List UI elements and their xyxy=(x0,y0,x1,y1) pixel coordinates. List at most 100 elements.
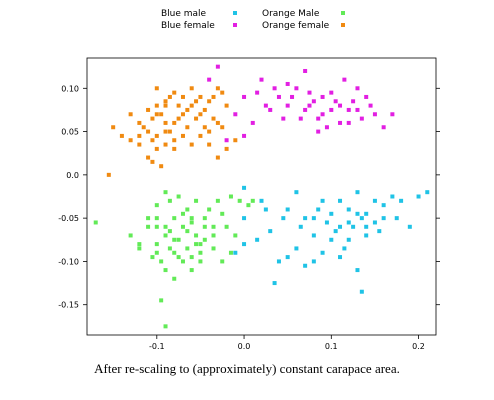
point-blue-male xyxy=(320,198,325,203)
point-blue-male xyxy=(338,224,343,229)
point-blue-male xyxy=(381,203,386,208)
point-orange-male xyxy=(202,216,207,221)
point-orange-male xyxy=(198,242,203,247)
point-orange-female xyxy=(172,120,177,125)
point-orange-female xyxy=(137,120,142,125)
point-orange-female xyxy=(215,155,220,160)
point-blue-female xyxy=(316,129,321,134)
point-orange-male xyxy=(185,207,190,212)
x-tick-label: 0.1 xyxy=(325,342,338,351)
point-orange-female xyxy=(167,94,172,99)
point-blue-male xyxy=(242,216,247,221)
point-blue-female xyxy=(324,125,329,130)
point-orange-male xyxy=(93,220,98,225)
point-blue-female xyxy=(285,103,290,108)
point-blue-male xyxy=(242,185,247,190)
point-orange-female xyxy=(146,155,151,160)
point-blue-male xyxy=(285,255,290,260)
legend-marker-blue-female xyxy=(233,23,237,27)
point-orange-female xyxy=(207,99,212,104)
point-orange-female xyxy=(128,138,133,143)
point-blue-female xyxy=(320,112,325,117)
point-orange-male xyxy=(180,224,185,229)
point-orange-male xyxy=(233,233,238,238)
point-blue-male xyxy=(329,211,334,216)
point-orange-female xyxy=(159,164,164,169)
point-blue-male xyxy=(355,268,360,273)
point-orange-male xyxy=(202,224,207,229)
y-axis: 0.10 0.05 0.0 -0.05 -0.10 -0.15 xyxy=(58,84,440,310)
point-blue-female xyxy=(311,99,316,104)
point-orange-male xyxy=(128,233,133,238)
point-blue-female xyxy=(329,90,334,95)
point-blue-male xyxy=(329,237,334,242)
point-blue-female xyxy=(242,133,247,138)
point-orange-female xyxy=(202,125,207,130)
point-blue-female xyxy=(242,94,247,99)
point-orange-female xyxy=(176,103,181,108)
legend-marker-orange-male xyxy=(341,11,345,15)
point-blue-male xyxy=(311,233,316,238)
point-blue-male xyxy=(255,237,260,242)
point-orange-female xyxy=(163,103,168,108)
point-orange-female xyxy=(146,129,151,134)
point-orange-female xyxy=(198,94,203,99)
point-blue-female xyxy=(338,120,343,125)
point-blue-male xyxy=(276,259,281,264)
point-blue-male xyxy=(359,289,364,294)
point-blue-female xyxy=(390,112,395,117)
legend: Blue male Orange Male Blue female Orange… xyxy=(161,9,345,31)
point-orange-male xyxy=(163,224,168,229)
point-blue-female xyxy=(294,86,299,91)
point-orange-male xyxy=(194,198,199,203)
legend-marker-blue-male xyxy=(233,11,237,15)
point-blue-male xyxy=(272,281,277,286)
point-orange-male xyxy=(172,250,177,255)
point-blue-male xyxy=(311,259,316,264)
point-orange-female xyxy=(198,133,203,138)
point-blue-male xyxy=(416,194,421,199)
legend-label-blue-male: Blue male xyxy=(161,9,207,19)
point-blue-male xyxy=(364,233,369,238)
point-orange-male xyxy=(194,242,199,247)
point-orange-male xyxy=(163,233,168,238)
point-blue-female xyxy=(351,99,356,104)
point-orange-male xyxy=(198,259,203,264)
point-orange-female xyxy=(146,107,151,112)
point-blue-male xyxy=(346,207,351,212)
point-orange-female xyxy=(224,103,229,108)
point-orange-female xyxy=(154,103,159,108)
point-orange-male xyxy=(167,198,172,203)
point-blue-male xyxy=(346,237,351,242)
point-blue-male xyxy=(342,246,347,251)
point-orange-male xyxy=(146,216,151,221)
point-blue-male xyxy=(338,255,343,260)
point-orange-female xyxy=(119,133,124,138)
point-orange-male xyxy=(220,211,225,216)
point-blue-female xyxy=(224,138,229,143)
x-tick-label: 0.0 xyxy=(238,342,251,351)
point-orange-female xyxy=(137,133,142,138)
point-orange-female xyxy=(202,107,207,112)
point-blue-female xyxy=(320,94,325,99)
point-orange-male xyxy=(159,298,164,303)
point-orange-female xyxy=(207,129,212,134)
point-blue-female xyxy=(263,103,268,108)
figure-caption: After re-scaling to (approximately) cons… xyxy=(94,361,400,376)
point-blue-female xyxy=(372,112,377,117)
point-blue-female xyxy=(272,86,277,91)
point-orange-male xyxy=(154,216,159,221)
point-orange-female xyxy=(150,138,155,143)
point-blue-male xyxy=(333,229,338,234)
point-orange-female xyxy=(189,103,194,108)
point-orange-female xyxy=(163,142,168,147)
point-blue-female xyxy=(215,64,220,69)
point-orange-female xyxy=(211,116,216,121)
point-blue-female xyxy=(307,90,312,95)
point-blue-female xyxy=(298,116,303,121)
point-blue-female xyxy=(259,77,264,82)
point-blue-female xyxy=(316,116,321,121)
point-orange-male xyxy=(246,203,251,208)
point-orange-female xyxy=(172,90,177,95)
